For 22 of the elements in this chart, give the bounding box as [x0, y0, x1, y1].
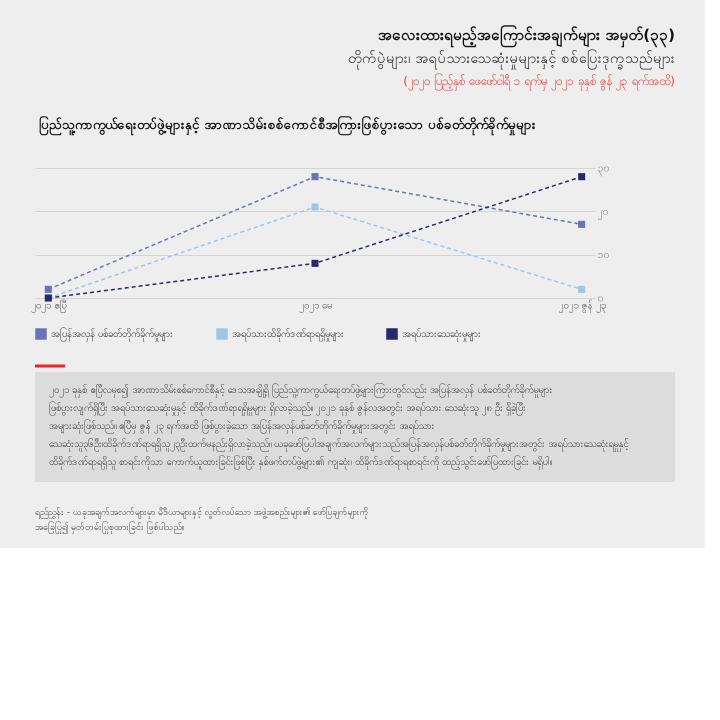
chart-title: အလေးထားရမည့်အကြောင်းအချက်များ အမှတ်(၃၃) [378, 24, 675, 48]
point [311, 203, 319, 211]
point [311, 173, 319, 180]
text: (၂၀၂၀ ပြည့်နှစ် ဖေဖော်ဝါရီ ၁ ရက်မှ ၂၀၂၁ ခုနှစ် ဇွန် ၂၃ ရက်အထိ) [403, 72, 675, 91]
point [44, 286, 52, 293]
text: ၂၀၂၁ ခုနှစ် ဧပြီလမှစ၍ အာဏာသိမ်းစစ်ကောင်စီနှင့် ဒေသအချို့ရှိ ပြည်သူ့ကာကွယ်ရေးတပ်ဖွဲ့များကြားတွင်လည်း အပြန်အလှန် ပစ်ခတ်တိုက်ခိုက်မှုများ ဖြစ်ပွားလျက်ရှိပြီး အရပ်သားသေဆုံးမှုနှင့် ထိခိုက်ဒဏ်ရာရရှိမှုများ ရှိလာခဲ့သည်။ ၂၀၂၁ ခုနှစ် ဇွန်လအတွင်း အရပ်သား သေဆုံးသူ ၂၈ ဦး ရှိခဲ့ပြီး အများဆုံးဖြစ်သည်။ ဧပြီမှ ဇွန် ၂၃ ရက်အထိ ဖြစ်ပွားခဲ့သော အပြန်အလှန်ပစ်ခတ်တိုက်ခိုက်မှုများအတွင်း အရပ်သား သေဆုံးသူ၃၆ဦး၊ထိခိုက်ဒဏ်ရာရရှိသူ၂၃ဦးထက်မနည်းရှိလာခဲ့သည်။ ယခုဖော်ပြပါအချက်အလက်များသည်အပြန်အလှန်ပစ်ခတ်တိုက်ခိုက်မှုများအတွင်း အရပ်သားသေဆုံးရမှုနှင့် ထိခိုက်ဒဏ်ရာရရှိသူ စာရင်းကိုသာ ကောက်ယူထားခြင်းဖြစ်ပြီး နှစ်ဖက်တပ်ဖွဲ့များ၏ ကျဆုံး၊ ထိခိုက်ဒဏ်ရာရစာရင်းကို ထည့်သွင်းဖော်ပြထားခြင်း မရှိပါ။ [49, 382, 628, 470]
y-tick-label: ၀ [598, 292, 602, 304]
chart-subtitle: တိုက်ပွဲများ၊ အရပ်သားသေဆုံးမှုများနှင့် စစ်ပြေးဒုက္ခသည်များ [348, 50, 675, 69]
point [578, 220, 586, 228]
y-tick-label: ၂၀ [598, 204, 608, 220]
legend-label: အရပ်သားထိခိုက်ဒဏ်ရာရရှိမှုများ [232, 327, 344, 342]
x-tick-label: ၂၀၂၁ ဧပြီ [31, 298, 66, 314]
point [311, 260, 319, 267]
y-tick-label: ၃၀ [598, 162, 608, 176]
legend-label: အရပ်သားသေဆုံးမှုများ [402, 327, 481, 342]
legend-label: အပြန်အလှန် ပစ်ခတ်တိုက်ခိုက်မှုများ [51, 326, 174, 342]
point [578, 286, 586, 293]
text: ရည်ညွှန်း - ယခုအချက်အလက်များမှာ မီဒီယာများနှင့် လွတ်လပ်သော အဖွဲ့အစည်းများ၏ ဖော်ပြချက်များကို အခြေပြု၍ မှတ်တမ်းပြုစုထားခြင်း ဖြစ်ပါသည်။ [35, 506, 368, 534]
text: ပြည်သူ့ကာကွယ်ရေးတပ်ဖွဲ့များနှင့် အာဏာသိမ်းစစ်ကောင်စီအကြားဖြစ်ပွားသော ပစ်ခတ်တိုက်ခိုက်မှုများ [39, 115, 536, 136]
x-tick-label: ၂၀၂၁ မေ [298, 300, 332, 314]
point [578, 173, 586, 180]
y-tick-label: ၁၀ [598, 248, 608, 262]
